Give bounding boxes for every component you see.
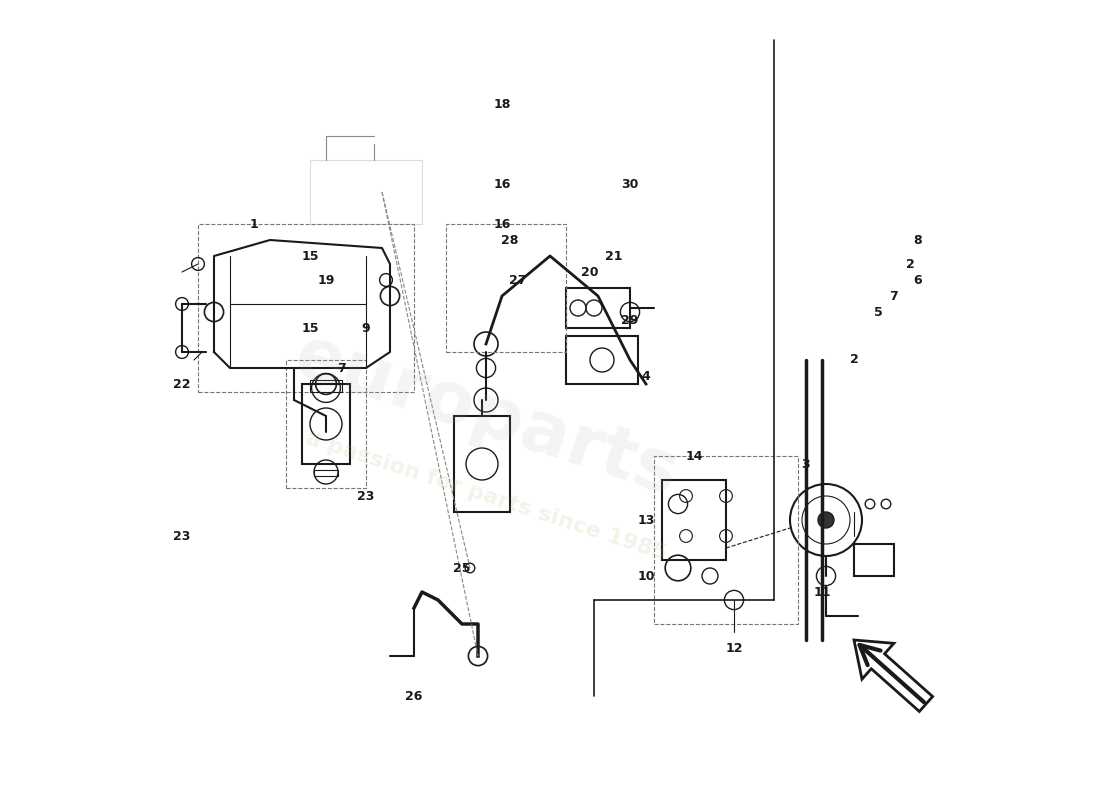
Text: europarts: europarts [285, 322, 686, 510]
Text: 1: 1 [250, 218, 258, 230]
Bar [566, 288, 630, 328]
Text: 22: 22 [174, 378, 190, 390]
Text: 19: 19 [317, 274, 334, 286]
Text: 10: 10 [637, 570, 654, 582]
Bar [310, 380, 342, 392]
Text: 12: 12 [725, 642, 742, 654]
Text: 15: 15 [301, 250, 319, 262]
Bar [654, 456, 798, 624]
Text: 23: 23 [174, 530, 190, 542]
Text: 16: 16 [493, 218, 510, 230]
FancyArrow shape [854, 640, 933, 711]
Text: 4: 4 [641, 370, 650, 382]
Text: 14: 14 [685, 450, 703, 462]
Text: 29: 29 [621, 314, 639, 326]
Circle shape [818, 512, 834, 528]
Bar [314, 470, 338, 476]
Text: 30: 30 [621, 178, 639, 190]
Text: 7: 7 [338, 362, 346, 374]
Text: 2: 2 [905, 258, 914, 270]
Text: 9: 9 [362, 322, 371, 334]
Text: 27: 27 [509, 274, 527, 286]
Bar [302, 384, 350, 464]
Text: 11: 11 [813, 586, 830, 598]
Bar [662, 480, 726, 560]
Text: 25: 25 [453, 562, 471, 574]
Text: 28: 28 [502, 234, 519, 246]
Text: 13: 13 [637, 514, 654, 526]
Text: 7: 7 [890, 290, 899, 302]
Bar [446, 224, 566, 352]
Text: 16: 16 [493, 178, 510, 190]
Text: 15: 15 [301, 322, 319, 334]
Bar [198, 224, 414, 392]
Text: 5: 5 [873, 306, 882, 318]
Text: 2: 2 [849, 354, 858, 366]
Text: 18: 18 [493, 98, 510, 110]
Text: 3: 3 [802, 458, 811, 470]
Text: a passion for parts since 1985: a passion for parts since 1985 [302, 428, 669, 564]
Text: 26: 26 [405, 690, 422, 702]
Text: 20: 20 [581, 266, 598, 278]
Text: 8: 8 [914, 234, 922, 246]
Text: 6: 6 [914, 274, 922, 286]
Text: 21: 21 [605, 250, 623, 262]
Bar [310, 160, 422, 224]
Bar [566, 336, 638, 384]
Text: 23: 23 [358, 490, 375, 502]
Bar [286, 360, 366, 488]
Bar [454, 416, 510, 512]
Bar [854, 544, 894, 576]
